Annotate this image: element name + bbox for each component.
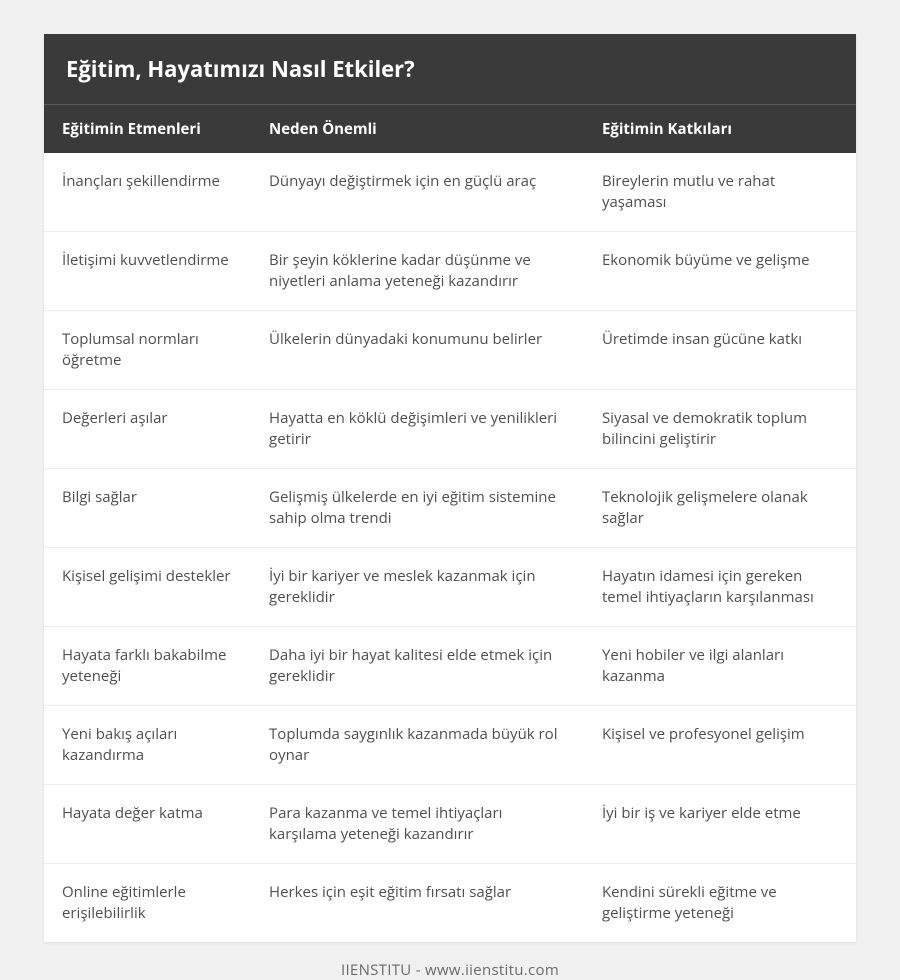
table-body: İnançları şekillendirmeDünyayı değiştirm… — [44, 153, 856, 942]
table-cell: Kişisel gelişimi destekler — [44, 548, 251, 626]
table-row: Yeni bakış açıları kazandırmaToplumda sa… — [44, 706, 856, 785]
table-cell: Bir şeyin köklerine kadar düşünme ve niy… — [251, 232, 584, 310]
table-header-row: Eğitimin Etmenleri Neden Önemli Eğitimin… — [44, 104, 856, 153]
footer-credit: IIENSTITU - www.iienstitu.com — [44, 942, 856, 980]
column-header-contributions: Eğitimin Katkıları — [584, 105, 856, 153]
table-row: Toplumsal normları öğretmeÜlkelerin düny… — [44, 311, 856, 390]
table-cell: İyi bir kariyer ve meslek kazanmak için … — [251, 548, 584, 626]
table-cell: Siyasal ve demokratik toplum bilincini g… — [584, 390, 856, 468]
table-cell: Dünyayı değiştirmek için en güçlü araç — [251, 153, 584, 231]
table-cell: Ekonomik büyüme ve gelişme — [584, 232, 856, 310]
table-cell: Değerleri aşılar — [44, 390, 251, 468]
table-cell: Bilgi sağlar — [44, 469, 251, 547]
table-cell: Gelişmiş ülkelerde en iyi eğitim sistemi… — [251, 469, 584, 547]
table-cell: Üretimde insan gücüne katkı — [584, 311, 856, 389]
table-cell: Hayatın idamesi için gereken temel ihtiy… — [584, 548, 856, 626]
table-title: Eğitim, Hayatımızı Nasıl Etkiler? — [44, 34, 856, 104]
table-cell: Ülkelerin dünyadaki konumunu belirler — [251, 311, 584, 389]
table-cell: Para kazanma ve temel ihtiyaçları karşıl… — [251, 785, 584, 863]
table-cell: Hayata farklı bakabilme yeteneği — [44, 627, 251, 705]
table-cell: Toplumsal normları öğretme — [44, 311, 251, 389]
table-row: Hayata değer katmaPara kazanma ve temel … — [44, 785, 856, 864]
table-cell: İnançları şekillendirme — [44, 153, 251, 231]
table-cell: Bireylerin mutlu ve rahat yaşaması — [584, 153, 856, 231]
table-cell: Daha iyi bir hayat kalitesi elde etmek i… — [251, 627, 584, 705]
table-cell: Hayatta en köklü değişimleri ve yenilikl… — [251, 390, 584, 468]
table-row: Hayata farklı bakabilme yeteneğiDaha iyi… — [44, 627, 856, 706]
table-cell: Hayata değer katma — [44, 785, 251, 863]
table-row: İletişimi kuvvetlendirmeBir şeyin kökler… — [44, 232, 856, 311]
table-row: Değerleri aşılarHayatta en köklü değişim… — [44, 390, 856, 469]
column-header-why-important: Neden Önemli — [251, 105, 584, 153]
table-cell: İyi bir iş ve kariyer elde etme — [584, 785, 856, 863]
education-table-card: Eğitim, Hayatımızı Nasıl Etkiler? Eğitim… — [44, 34, 856, 942]
table-row: Kişisel gelişimi desteklerİyi bir kariye… — [44, 548, 856, 627]
table-cell: Toplumda saygınlık kazanmada büyük rol o… — [251, 706, 584, 784]
table-cell: Kişisel ve profesyonel gelişim — [584, 706, 856, 784]
table-cell: Yeni bakış açıları kazandırma — [44, 706, 251, 784]
table-cell: İletişimi kuvvetlendirme — [44, 232, 251, 310]
table-row: İnançları şekillendirmeDünyayı değiştirm… — [44, 153, 856, 232]
table-row: Bilgi sağlarGelişmiş ülkelerde en iyi eğ… — [44, 469, 856, 548]
table-cell: Yeni hobiler ve ilgi alanları kazanma — [584, 627, 856, 705]
column-header-factors: Eğitimin Etmenleri — [44, 105, 251, 153]
table-cell: Teknolojik gelişmelere olanak sağlar — [584, 469, 856, 547]
